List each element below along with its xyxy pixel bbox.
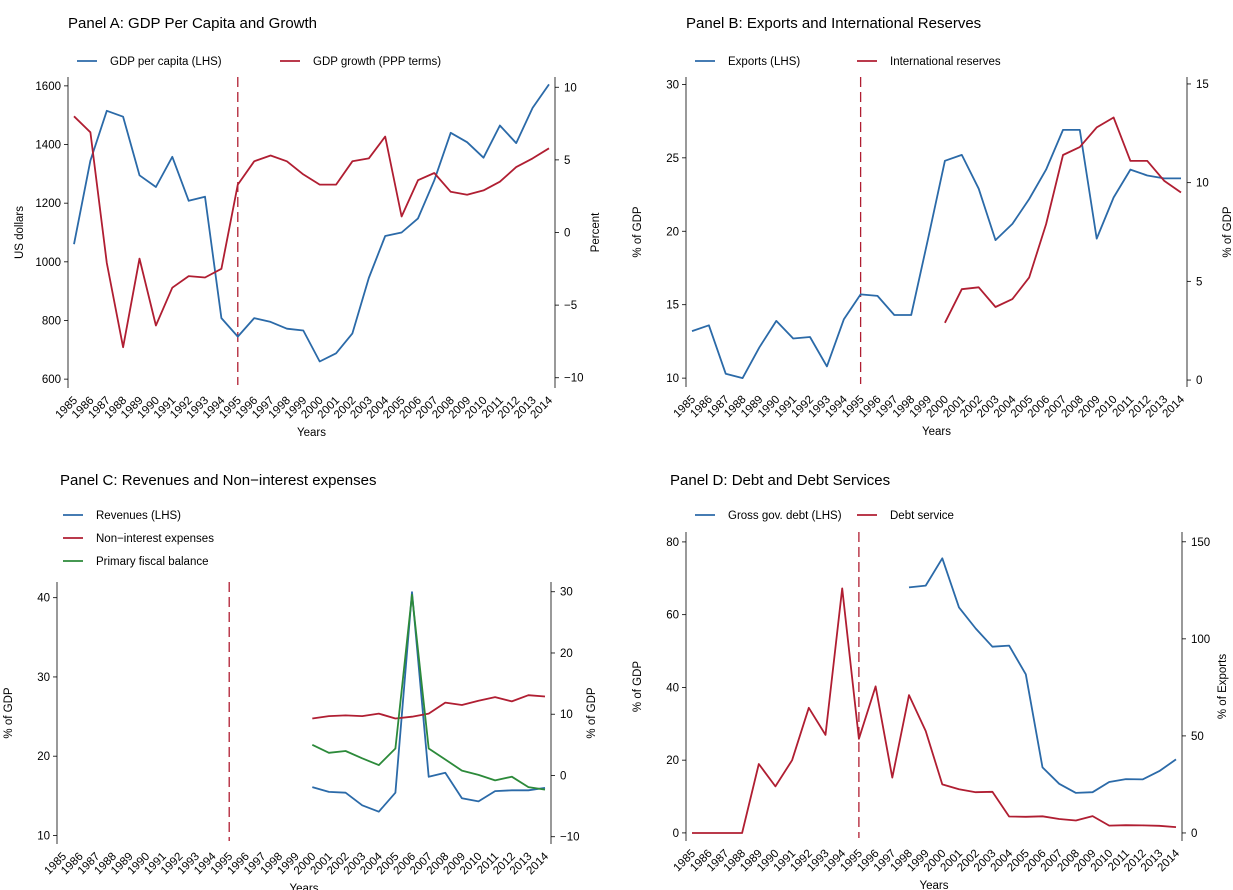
legend-label: GDP growth (PPP terms): [313, 56, 441, 68]
right-tick-label: 50: [1191, 731, 1204, 743]
left-tick-label: 600: [42, 374, 61, 386]
left-tick-label: 40: [37, 593, 50, 605]
left-tick-label: 0: [673, 828, 679, 840]
x-axis-label: Years: [290, 883, 319, 890]
right-tick-label: 30: [560, 587, 573, 599]
right-tick-label: −10: [560, 832, 580, 844]
left-tick-label: 1000: [35, 257, 61, 269]
right-tick-label: 0: [1191, 828, 1197, 840]
panel-a: Panel A: GDP Per Capita and Growth GDP pe…: [14, 15, 602, 439]
left-tick-label: 1400: [35, 140, 61, 152]
left-axis-label: US dollars: [14, 206, 26, 259]
right-tick-label: 100: [1191, 634, 1210, 646]
series-line-2: [311, 593, 546, 791]
right-tick-label: 5: [1196, 276, 1202, 288]
panel-title: Panel D: Debt and Debt Services: [670, 472, 890, 489]
left-tick-label: 15: [666, 300, 679, 312]
legend-label: Gross gov. debt (LHS): [728, 510, 842, 522]
panel-title: Panel C: Revenues and Non−interest expen…: [60, 472, 376, 489]
series-line-1: [944, 116, 1182, 324]
x-axis-label: Years: [920, 880, 949, 890]
left-tick-label: 25: [666, 153, 679, 165]
left-tick-label: 800: [42, 315, 61, 327]
left-axis-label: % of GDP: [632, 661, 644, 712]
right-tick-label: 150: [1191, 537, 1210, 549]
right-tick-label: 0: [560, 770, 566, 782]
x-axis-label: Years: [297, 427, 326, 439]
panel-b: Panel B: Exports and International Reser…: [632, 15, 1233, 438]
right-tick-label: −10: [564, 373, 584, 385]
panel-title: Panel B: Exports and International Reser…: [686, 15, 981, 32]
right-tick-label: 10: [564, 82, 577, 94]
right-axis-label: Percent: [590, 212, 602, 252]
series-line-1: [73, 115, 550, 349]
x-axis-label: Years: [922, 426, 951, 438]
left-tick-label: 30: [37, 672, 50, 684]
legend-label: Primary fiscal balance: [96, 556, 208, 568]
series-line-0: [73, 83, 550, 363]
left-tick-label: 30: [666, 79, 679, 91]
legend-label: Exports (LHS): [728, 56, 800, 68]
right-axis-label: % of GDP: [1222, 206, 1233, 257]
left-tick-label: 80: [666, 537, 679, 549]
series-line-0: [312, 591, 546, 813]
right-axis-label: % of Exports: [1217, 654, 1229, 719]
left-tick-label: 20: [666, 755, 679, 767]
right-tick-label: 10: [1196, 178, 1209, 190]
series-line-0: [691, 129, 1181, 379]
right-tick-label: 0: [564, 228, 570, 240]
panel-c: Panel C: Revenues and Non−interest expen…: [3, 472, 598, 890]
left-tick-label: 1600: [35, 81, 61, 93]
right-tick-label: 0: [1196, 375, 1202, 387]
left-axis-label: % of GDP: [3, 687, 15, 738]
legend-label: Debt service: [890, 510, 954, 522]
right-tick-label: 10: [560, 709, 573, 721]
left-tick-label: 40: [666, 682, 679, 694]
panel-title: Panel A: GDP Per Capita and Growth: [68, 15, 317, 32]
panel-d: Panel D: Debt and Debt Services Gross gov…: [632, 472, 1229, 890]
left-tick-label: 20: [666, 226, 679, 238]
left-axis-label: % of GDP: [632, 206, 644, 257]
left-tick-label: 10: [666, 373, 679, 385]
legend-label: Revenues (LHS): [96, 510, 181, 522]
left-tick-label: 10: [37, 830, 50, 842]
left-tick-label: 1200: [35, 198, 61, 210]
right-tick-label: −5: [564, 300, 577, 312]
left-tick-label: 60: [666, 610, 679, 622]
legend-label: Non−interest expenses: [96, 533, 214, 545]
series-line-1: [312, 694, 546, 720]
series-line-0: [908, 557, 1177, 794]
legend-label: International reserves: [890, 56, 1001, 68]
series-line-1: [692, 587, 1177, 834]
right-tick-label: 5: [564, 155, 570, 167]
right-tick-label: 15: [1196, 79, 1209, 91]
right-tick-label: 20: [560, 648, 573, 660]
right-axis-label: % of GDP: [586, 687, 598, 738]
left-tick-label: 20: [37, 751, 50, 763]
legend-label: GDP per capita (LHS): [110, 56, 222, 68]
